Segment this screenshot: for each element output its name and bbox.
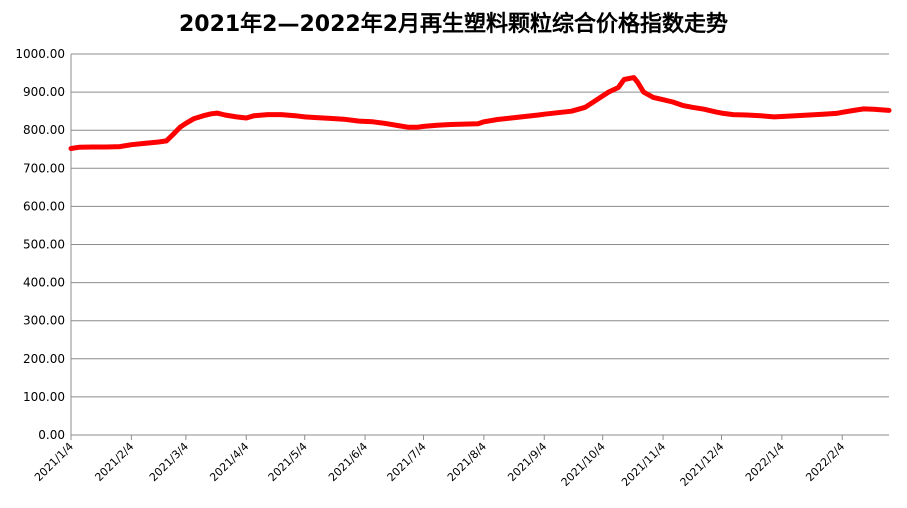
x-tick-label: 2021/7/4	[385, 440, 429, 484]
y-tick-label: 500.00	[23, 238, 65, 252]
y-tick-label: 400.00	[23, 276, 65, 290]
y-tick-label: 200.00	[23, 352, 65, 366]
gridlines	[71, 53, 889, 398]
x-tick-label: 2021/1/4	[32, 440, 76, 484]
x-tick-label: 2022/1/4	[743, 440, 787, 484]
x-tick-label: 2021/9/4	[505, 440, 549, 484]
x-tick-label: 2021/3/4	[147, 440, 191, 484]
y-tick-labels: 0.00 100.00 200.00 300.00 400.00 500.00 600.00…	[15, 47, 65, 442]
y-tick-label: 900.00	[23, 85, 65, 99]
y-tick-label: 0.00	[38, 428, 65, 442]
axes	[70, 54, 889, 440]
x-tick-label: 2021/4/4	[207, 440, 251, 484]
x-tick-label: 2021/8/4	[445, 440, 489, 484]
y-tick-label: 800.00	[23, 123, 65, 137]
y-tick-label: 700.00	[23, 161, 65, 175]
y-tick-label: 1000.00	[15, 47, 65, 61]
x-tick-label: 2022/2/4	[803, 440, 847, 484]
x-tick-label: 2021/12/4	[678, 440, 727, 489]
x-tick-label: 2021/11/4	[619, 440, 668, 489]
y-tick-label: 300.00	[23, 314, 65, 328]
series-layer	[68, 75, 892, 151]
y-tick-label: 100.00	[23, 390, 65, 404]
x-tick-label: 2021/5/4	[266, 440, 310, 484]
x-tick-label: 2021/6/4	[326, 440, 370, 484]
x-tick-label: 2021/2/4	[92, 440, 136, 484]
chart-title: 2021年2—2022年2月再生塑料颗粒综合价格指数走势	[178, 12, 729, 37]
series-line	[68, 75, 892, 151]
x-tick-labels: 2021/1/4 2021/2/4 2021/3/4 2021/4/4 2021/5/4…	[32, 440, 847, 489]
x-tick-label: 2021/10/4	[559, 440, 608, 489]
y-tick-label: 600.00	[23, 199, 65, 213]
